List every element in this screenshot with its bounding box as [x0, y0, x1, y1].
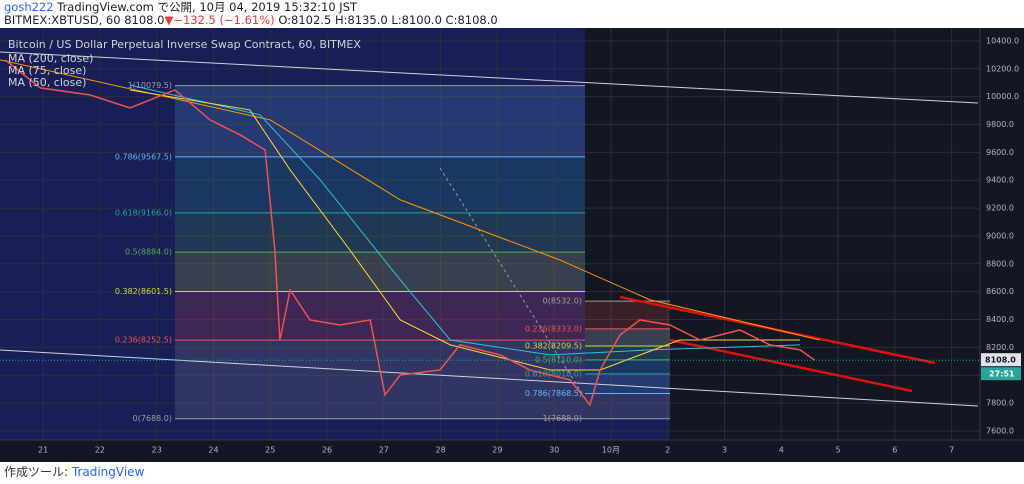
last-price-tag: [981, 353, 1021, 367]
moving-average: [129, 84, 801, 356]
fib-label: 0(7688.0): [133, 414, 172, 423]
legend-entry: MA (50, close): [8, 76, 86, 89]
x-tick-label: 28: [436, 446, 446, 455]
x-tick-label: 27: [379, 446, 389, 455]
x-tick-label: 26: [322, 446, 332, 455]
moving-average: [0, 59, 820, 341]
chart-title: Bitcoin / US Dollar Perpetual Inverse Sw…: [8, 38, 361, 51]
fib-zone: [585, 373, 670, 394]
x-tick-label: 29: [492, 446, 502, 455]
last-price-label: 8108.0: [985, 356, 1016, 365]
trend-line: [0, 349, 979, 407]
change: −132.5 (−1.61%): [173, 13, 275, 27]
y-tick-label: 7800.0: [986, 399, 1014, 408]
fib-label: 0(8532.0): [543, 297, 582, 306]
y-tick-label: 8200.0: [986, 343, 1014, 352]
fib-zone: [585, 328, 670, 347]
header: gosh222 TradingView.com で公開, 10月 04, 201…: [4, 1, 498, 27]
countdown-tag: [981, 367, 1021, 381]
x-tick-label: 3: [722, 446, 727, 455]
quote-line: BITMEX:XBTUSD, 60 8108.0▼−132.5 (−1.61%)…: [4, 14, 498, 27]
fib-zone: [175, 340, 585, 419]
moving-average: [129, 89, 801, 371]
x-tick-label: 23: [152, 446, 162, 455]
brand[interactable]: TradingView: [71, 465, 145, 479]
y-tick-label: 10400.0: [986, 36, 1019, 45]
fib-label: 1(7688.0): [543, 414, 582, 423]
x-tick-label: 10月: [602, 446, 620, 455]
fib-zone: [175, 212, 585, 253]
y-tick-label: 10000.0: [986, 92, 1019, 101]
plot: [0, 59, 980, 407]
y-tick-label: 9400.0: [986, 176, 1014, 185]
y-tick-label: 10200.0: [986, 64, 1019, 73]
fib-zone: [175, 156, 585, 213]
x-tick-label: 24: [208, 446, 218, 455]
fib-zone: [585, 393, 670, 419]
x-tick-label: 5: [836, 446, 841, 455]
made-with: 作成ツール:: [4, 465, 69, 479]
fib-label: 1(10079.5): [128, 81, 172, 90]
x-tick-label: 25: [265, 446, 275, 455]
fib-zone: [175, 291, 585, 341]
fib-label: 0.236(8252.5): [115, 336, 172, 345]
price-line: [4, 59, 816, 407]
fib-label: 0.786(7868.5): [525, 389, 582, 398]
x-tick-label: 2: [665, 446, 670, 455]
published: TradingView.com で公開, 10月 04, 2019 15:32:…: [53, 0, 358, 14]
y-tick-label: 9800.0: [986, 120, 1014, 129]
arrow: ▼: [164, 13, 174, 27]
y-tick-label: 9200.0: [986, 204, 1014, 213]
fib-label: 0.618(8010.0): [525, 369, 582, 378]
footer: 作成ツール: TradingView: [4, 463, 144, 480]
symbol: BITMEX:XBTUSD, 60 8108.0: [4, 13, 165, 27]
fib-label: 0.382(8209.5): [525, 342, 582, 351]
x-tick-label: 30: [549, 446, 559, 455]
fib-zone: [175, 252, 585, 292]
fib-label: 0.236(8333.0): [525, 324, 582, 333]
legend: MA (200, close)MA (75, close)MA (50, clo…: [8, 52, 93, 89]
x-tick-label: 7: [949, 446, 954, 455]
x-tick-label: 22: [95, 446, 105, 455]
fib-label: 0.382(8601.5): [115, 287, 172, 296]
fib-label: 0.5(8884.0): [125, 248, 172, 257]
axes: 7600.07800.08000.08200.08400.08600.08800…: [38, 36, 1021, 455]
fib-label: 0.618(9166.0): [115, 208, 172, 217]
channel-line: [669, 338, 913, 393]
y-tick-label: 8800.0: [986, 259, 1014, 268]
y-tick-label: 9600.0: [986, 148, 1014, 157]
countdown-label: 27:51: [989, 370, 1015, 379]
x-tick-label: 21: [38, 446, 48, 455]
chart: 1(10079.5) 0.786(9567.5) 0.618(9166.0) 0.5(…: [0, 28, 1024, 462]
legend-entry: MA (75, close): [8, 64, 86, 77]
trend-line: [0, 51, 979, 104]
fib-zone: [585, 359, 670, 374]
legend-entry: MA (200, close): [8, 52, 93, 65]
fib-trend: [439, 167, 591, 407]
ohlc: O:8102.5 H:8135.0 L:8100.0 C:8108.0: [274, 13, 498, 27]
publish-line: gosh222 TradingView.com で公開, 10月 04, 201…: [4, 1, 498, 14]
x-tick-label: 6: [892, 446, 897, 455]
y-tick-label: 8600.0: [986, 287, 1014, 296]
x-tick-label: 4: [779, 446, 784, 455]
fib-label: 0.786(9567.5): [115, 152, 172, 161]
user[interactable]: gosh222: [4, 0, 54, 14]
fibonacci: 1(10079.5) 0.786(9567.5) 0.618(9166.0) 0.5(…: [115, 81, 670, 423]
y-tick-label: 7600.0: [986, 426, 1014, 435]
y-tick-label: 9000.0: [986, 231, 1014, 240]
y-tick-label: 8400.0: [986, 315, 1014, 324]
fib-zone: [175, 85, 585, 157]
